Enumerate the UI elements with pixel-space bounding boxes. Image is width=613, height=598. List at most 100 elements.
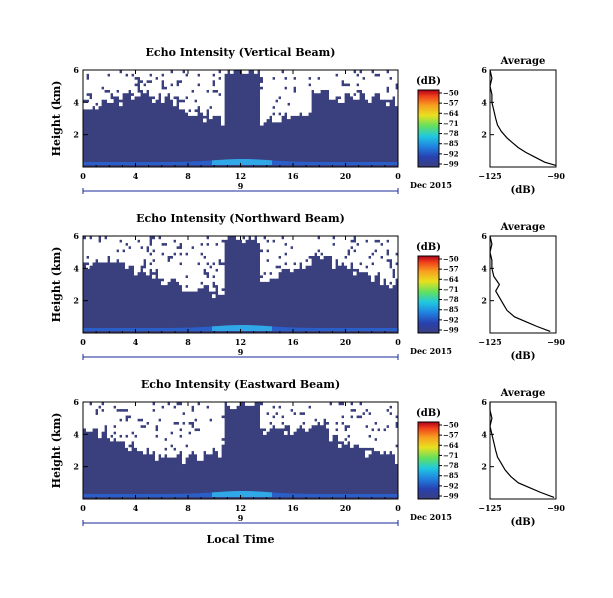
gap-cell (263, 112, 267, 116)
gap-cell (167, 265, 171, 269)
gap-cell (341, 86, 345, 90)
gap-cell (305, 427, 309, 432)
gap-cell (89, 76, 93, 81)
surface-echo-cell (230, 159, 234, 165)
gap-cell (353, 414, 357, 419)
gap-cell (311, 82, 315, 87)
surface-echo-cell (284, 493, 288, 497)
surface-echo-cell (107, 161, 111, 165)
gap-cell (128, 411, 132, 416)
gap-cell (299, 418, 303, 422)
gap-cell (167, 437, 171, 442)
gap-cell (179, 274, 183, 279)
gap-cell (290, 86, 294, 90)
gap-cell (308, 86, 312, 90)
gap-cell (389, 431, 393, 435)
gap-cell (359, 82, 363, 87)
gap-cell (290, 431, 294, 435)
gap-cell (92, 418, 96, 422)
gap-cell (368, 444, 372, 448)
gap-cell (263, 92, 267, 97)
gap-cell (302, 236, 306, 240)
gap-cell (161, 239, 165, 244)
gap-cell (335, 418, 339, 422)
gap-cell (155, 456, 159, 461)
gap-cell (341, 405, 345, 410)
gap-cell (296, 112, 300, 116)
gap-cell (164, 73, 168, 78)
gap-cell (341, 437, 345, 442)
gap-cell (203, 105, 207, 110)
gap-cell (203, 70, 207, 74)
gap-cell (305, 92, 309, 97)
gap-cell (293, 99, 297, 103)
gap-cell (200, 105, 204, 110)
gap-cell (350, 92, 354, 97)
gap-cell (269, 245, 273, 250)
gap-cell (368, 402, 372, 406)
gap-cell (395, 79, 399, 84)
gap-cell (131, 414, 135, 419)
gap-cell (188, 402, 192, 406)
gap-cell (92, 76, 96, 81)
gap-cell (383, 265, 387, 269)
gap-cell (179, 424, 183, 429)
gap-cell (368, 405, 372, 410)
gap-cell (131, 82, 135, 87)
surface-echo-cell (350, 327, 354, 331)
surface-echo-cell (224, 491, 228, 497)
surface-echo-cell (311, 493, 315, 497)
gap-cell (101, 89, 105, 94)
gap-cell (158, 427, 162, 432)
gap-cell (185, 405, 189, 410)
gap-cell (395, 268, 399, 273)
gap-cell (326, 242, 330, 247)
gap-cell (161, 421, 165, 426)
surface-echo-cell (170, 327, 174, 331)
surface-echo-cell (161, 493, 165, 497)
gap-cell (86, 421, 90, 426)
gap-cell (212, 418, 216, 422)
surface-echo-cell (383, 162, 387, 165)
gap-cell (275, 108, 279, 113)
gap-cell (176, 447, 180, 452)
gap-cell (338, 73, 342, 78)
gap-cell (203, 252, 207, 256)
gap-cell (203, 242, 207, 247)
gap-cell (197, 414, 201, 419)
gap-cell (302, 76, 306, 81)
gap-cell (110, 421, 114, 426)
gap-cell (260, 261, 264, 266)
surface-echo-cell (158, 493, 162, 497)
gap-cell (179, 95, 183, 100)
surface-echo-cell (350, 493, 354, 497)
gap-cell (353, 411, 357, 416)
gap-cell (113, 421, 117, 426)
gap-cell (275, 95, 279, 100)
gap-cell (101, 82, 105, 87)
gap-cell (281, 408, 285, 413)
gap-cell (200, 402, 204, 406)
gap-cell (395, 274, 399, 279)
gap-cell (146, 411, 150, 416)
gap-cell (188, 278, 192, 282)
gap-cell (212, 424, 216, 429)
gap-cell (203, 108, 207, 113)
gap-cell (89, 424, 93, 429)
gap-cell (116, 414, 120, 419)
gap-cell (344, 411, 348, 416)
gap-cell (161, 76, 165, 81)
gap-cell (158, 252, 162, 256)
gap-cell (143, 434, 147, 439)
gap-cell (101, 92, 105, 97)
gap-cell (221, 79, 225, 84)
gap-cell (263, 89, 267, 94)
gap-cell (110, 245, 114, 250)
gap-cell (365, 73, 369, 78)
gap-cell (131, 89, 135, 94)
gap-cell (107, 79, 111, 84)
gap-cell (143, 411, 147, 416)
colorbar-unit: (dB) (416, 76, 441, 87)
gap-cell (86, 242, 90, 247)
gap-cell (173, 427, 177, 432)
